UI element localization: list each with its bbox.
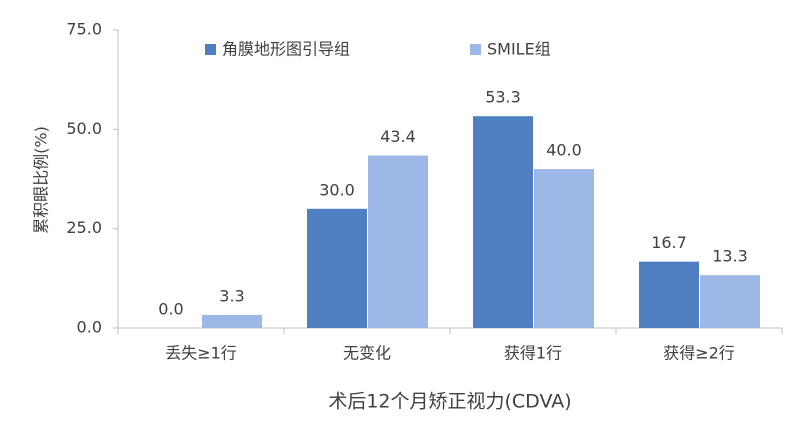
- legend-swatch: [470, 44, 481, 55]
- x-tick-label: 丢失≥1行: [165, 344, 237, 363]
- y-tick-label: 75.0: [66, 20, 102, 39]
- bar: [700, 275, 760, 328]
- data-label: 30.0: [319, 180, 355, 199]
- data-label: 3.3: [219, 286, 244, 305]
- legend-label: SMILE组: [487, 40, 551, 59]
- data-label: 53.3: [485, 88, 521, 107]
- y-tick-label: 0.0: [77, 318, 102, 337]
- bar: [473, 116, 533, 328]
- x-tick-label: 获得1行: [504, 344, 562, 363]
- legend-swatch: [205, 44, 216, 55]
- x-tick-label: 获得≥2行: [663, 344, 735, 363]
- data-label: 43.4: [380, 127, 416, 146]
- x-tick-label: 无变化: [343, 344, 391, 363]
- bar: [639, 261, 699, 328]
- y-tick-label: 25.0: [66, 218, 102, 237]
- x-axis-title: 术后12个月矫正视力(CDVA): [328, 391, 571, 413]
- data-label: 13.3: [712, 247, 748, 266]
- y-axis-title: 累积眼比例(%): [32, 126, 51, 234]
- data-label: 0.0: [158, 300, 183, 319]
- bar: [368, 155, 428, 328]
- y-tick-label: 50.0: [66, 119, 102, 138]
- bar: [307, 208, 367, 328]
- legend-label: 角膜地形图引导组: [222, 40, 350, 59]
- bar: [534, 169, 594, 328]
- bar: [202, 314, 262, 328]
- data-label: 16.7: [651, 233, 687, 252]
- data-label: 40.0: [546, 141, 582, 160]
